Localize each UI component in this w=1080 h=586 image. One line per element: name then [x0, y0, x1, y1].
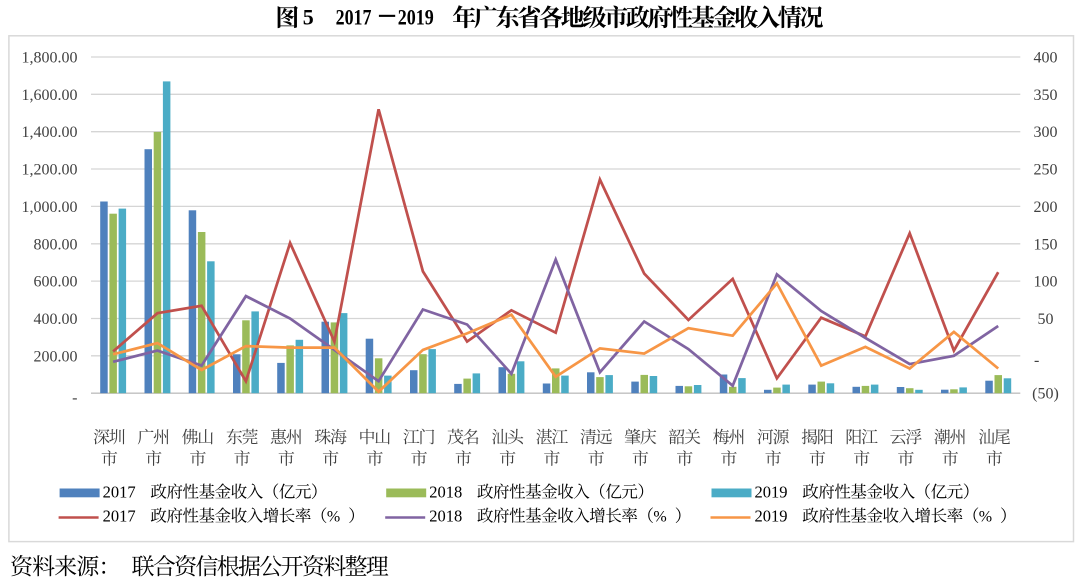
svg-text:-: -	[1034, 352, 1039, 369]
svg-text:250: 250	[1034, 162, 1058, 179]
svg-text:1,200.00: 1,200.00	[22, 162, 78, 179]
svg-text:1,000.00: 1,000.00	[22, 199, 78, 216]
svg-text:-: -	[72, 389, 77, 406]
svg-text:400.00: 400.00	[34, 311, 78, 328]
svg-text:1,800.00: 1,800.00	[22, 50, 78, 67]
svg-text:2018: 2018	[429, 483, 462, 502]
svg-text:2018: 2018	[429, 507, 462, 526]
svg-text:200: 200	[1034, 199, 1058, 216]
svg-text:(50): (50)	[1032, 386, 1059, 403]
svg-text:2019: 2019	[398, 4, 434, 29]
svg-text:300: 300	[1034, 124, 1058, 141]
svg-text:2019: 2019	[755, 483, 788, 502]
svg-text:2017: 2017	[103, 507, 136, 526]
svg-text:400: 400	[1034, 50, 1058, 67]
svg-text:1,600.00: 1,600.00	[22, 87, 78, 104]
svg-text:200.00: 200.00	[34, 348, 78, 365]
svg-text:100: 100	[1034, 274, 1058, 291]
svg-text:%: %	[327, 509, 340, 526]
svg-text:50: 50	[1038, 311, 1054, 328]
svg-text:%: %	[979, 509, 992, 526]
svg-text:2019: 2019	[755, 507, 788, 526]
svg-text:600.00: 600.00	[34, 274, 78, 291]
svg-text:%: %	[653, 509, 666, 526]
svg-text:5: 5	[303, 4, 314, 29]
svg-text:2017: 2017	[103, 483, 136, 502]
svg-text:1,400.00: 1,400.00	[22, 124, 78, 141]
svg-text:800.00: 800.00	[34, 236, 78, 253]
svg-text:350: 350	[1034, 87, 1058, 104]
svg-text:2017: 2017	[336, 4, 372, 29]
svg-text:150: 150	[1034, 236, 1058, 253]
